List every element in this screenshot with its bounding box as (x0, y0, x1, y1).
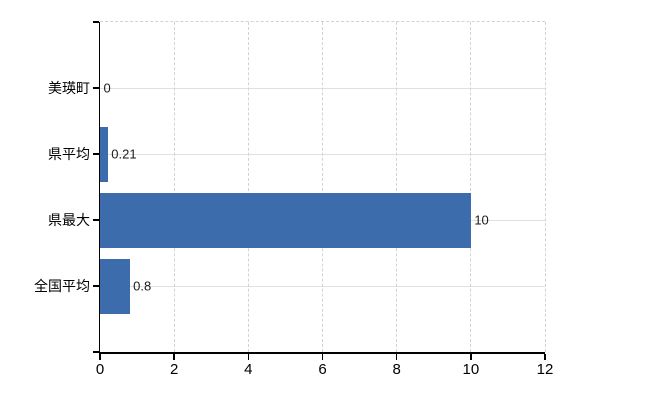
y-axis-tick (92, 87, 99, 89)
category-label: 美瑛町 (48, 80, 90, 96)
gridline-vertical (173, 22, 175, 352)
category-label: 県最大 (48, 212, 90, 228)
x-tick-label: 4 (244, 361, 253, 378)
y-axis-tick (92, 351, 99, 353)
bar-value-label: 0.21 (111, 146, 137, 162)
x-tick-label: 10 (462, 361, 480, 378)
category-label: 県平均 (48, 146, 90, 162)
bar-value-label: 0.8 (133, 278, 152, 294)
x-tick-label: 12 (536, 361, 554, 378)
y-axis-tick (92, 285, 99, 287)
x-axis-spine (98, 352, 545, 354)
x-axis-tick (395, 353, 398, 360)
bar-value-label: 10 (474, 212, 489, 228)
gridline-vertical (544, 22, 546, 352)
bar (100, 258, 130, 314)
x-axis-tick (544, 353, 546, 360)
y-axis-tick (92, 21, 99, 23)
x-axis-tick (99, 353, 101, 360)
gridline-vertical (396, 22, 398, 352)
plot-top-border (100, 21, 545, 22)
x-axis-tick (173, 353, 175, 360)
y-axis-spine (98, 22, 100, 352)
x-tick-label: 6 (318, 361, 327, 378)
x-axis-tick (470, 353, 472, 360)
bar (100, 192, 471, 248)
bar (100, 126, 108, 182)
y-axis-tick (92, 219, 99, 221)
x-tick-label: 8 (392, 361, 401, 378)
x-tick-label: 0 (95, 361, 105, 378)
x-axis-tick (247, 353, 250, 360)
category-label: 全国平均 (34, 278, 90, 294)
gridline-vertical (322, 22, 323, 352)
gridline-vertical (470, 22, 472, 352)
bar-value-label: 0 (103, 80, 111, 96)
gridline-vertical (247, 22, 249, 352)
x-tick-label: 2 (169, 361, 179, 378)
x-axis-tick (321, 353, 324, 360)
y-axis-tick (92, 153, 99, 155)
